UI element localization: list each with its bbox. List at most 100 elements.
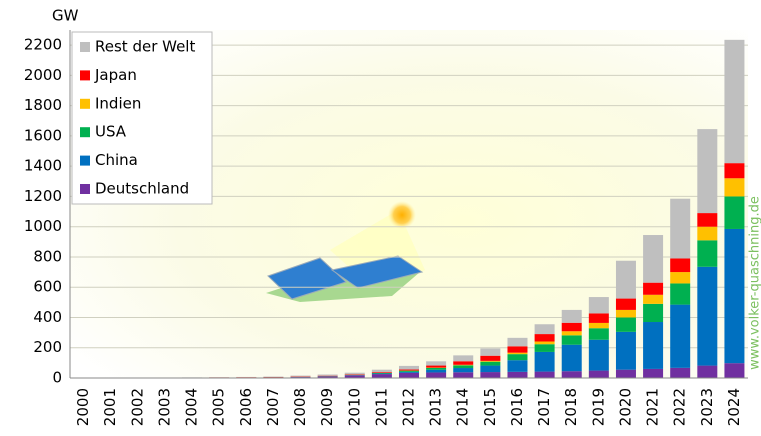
x-tick-label: 2024 [725,388,743,426]
bar-segment [562,371,582,378]
x-tick-label: 2000 [74,388,92,426]
bar-segment [535,372,555,378]
bar-segment [589,371,609,378]
x-tick-label: 2009 [318,388,336,426]
bar-segment [697,366,717,378]
bar-segment [670,272,690,283]
bar-segment [480,356,500,361]
y-tick-label: 0 [52,369,62,387]
bar-segment [345,374,365,375]
bar-segment [562,310,582,323]
bar-segment [372,374,392,378]
bar-segment [589,323,609,328]
bar-segment [345,373,365,375]
bar-segment [426,368,446,370]
y-tick-label: 800 [33,247,62,265]
bar-segment [535,334,555,341]
bar-segment [697,227,717,241]
bar-segment [643,304,663,322]
y-tick-label: 2200 [24,36,62,54]
legend-label: USA [95,123,127,141]
y-tick-label: 400 [33,308,62,326]
bar-segment [291,376,311,377]
legend-label: Japan [94,66,137,84]
x-tick-label: 2006 [237,388,255,426]
legend: Rest der WeltJapanIndienUSAChinaDeutschl… [72,32,212,204]
x-tick-label: 2005 [210,388,228,426]
legend-swatch [80,70,90,80]
x-tick-label: 2010 [345,388,363,426]
bar-segment [426,372,446,378]
bar-segment [697,129,717,213]
bar-segment [562,335,582,344]
bar-segment [535,324,555,334]
bar-segment [399,370,419,371]
y-tick-label: 1800 [24,96,62,114]
bar-segment [670,305,690,368]
watermark: www.volker-quaschning.de [748,196,761,370]
bar-segment [724,178,744,196]
bar-segment [453,355,473,361]
legend-swatch [80,99,90,109]
bar-segment [589,297,609,313]
bar-segment [724,363,744,378]
bar-segment [562,323,582,331]
bar-segment [480,348,500,355]
bar-segment [535,352,555,372]
legend-swatch [80,156,90,166]
bar-segment [616,261,636,299]
legend-label: Indien [95,94,141,112]
y-axis-label: GW [52,7,79,25]
bar-segment [399,373,419,378]
bar-segment [507,372,527,378]
bar-segment [643,369,663,378]
bar-segment [535,341,555,344]
bar-segment [372,372,392,373]
bar-segment [399,366,419,370]
y-tick-label: 1400 [24,157,62,175]
x-tick-label: 2004 [183,388,201,426]
bar-segment [507,360,527,372]
bar-segment [535,344,555,352]
legend-swatch [80,184,90,194]
x-tick-label: 2020 [616,388,634,426]
x-tick-label: 2019 [589,388,607,426]
legend-label: Rest der Welt [95,38,195,56]
bar-segment [643,322,663,369]
bar-segment [426,366,446,368]
y-tick-label: 2000 [24,66,62,84]
bar-segment [480,366,500,373]
bar-segment [507,346,527,352]
bar-segment [643,235,663,283]
bar-segment [616,299,636,310]
x-tick-label: 2018 [562,388,580,426]
bar-segment [426,361,446,365]
x-tick-label: 2007 [264,388,282,426]
bar-segment [589,328,609,339]
legend-label: Deutschland [95,180,189,198]
bar-segment [399,371,419,372]
x-tick-label: 2015 [481,388,499,426]
bar-segment [670,283,690,304]
x-tick-label: 2022 [671,388,689,426]
bar-segment [616,332,636,370]
bar-segment [453,368,473,372]
bar-segment [589,340,609,371]
x-tick-label: 2002 [128,388,146,426]
y-tick-label: 1600 [24,126,62,144]
bar-segment [724,163,744,178]
bar-segment [507,353,527,354]
bar-segment [399,372,419,373]
bar-segment [616,370,636,378]
legend-swatch [80,42,90,52]
bar-segment [616,310,636,318]
x-tick-label: 2008 [291,388,309,426]
bar-segment [426,370,446,373]
bar-segment [453,365,473,366]
bar-segment [453,372,473,378]
bar-segment [724,229,744,363]
y-tick-label: 1200 [24,187,62,205]
bar-segment [643,283,663,295]
bar-segment [480,372,500,378]
